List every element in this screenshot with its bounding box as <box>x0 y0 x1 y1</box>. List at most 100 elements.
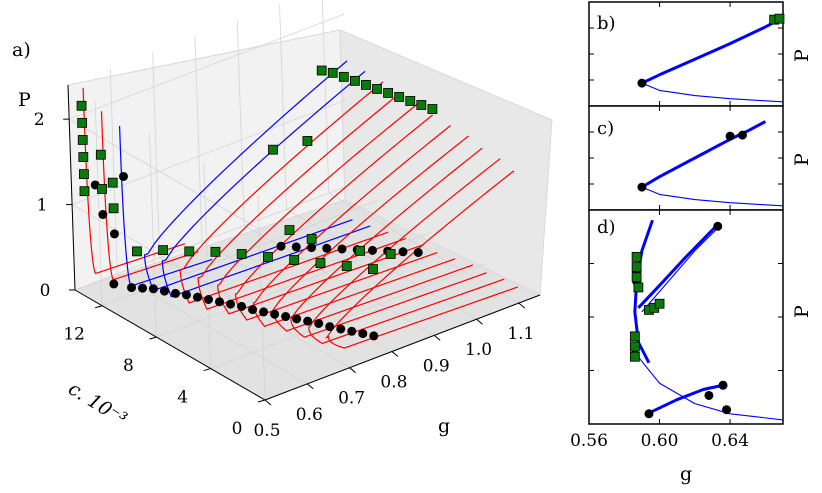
black-circle-marker <box>215 297 225 307</box>
panel-b-plot <box>588 2 785 106</box>
panel-b: b) P <box>588 1 813 107</box>
black-circle-marker <box>109 229 119 239</box>
black-circle-marker <box>292 314 302 324</box>
y-axis-label: c. 10⁻³ <box>64 378 130 431</box>
green-square-marker <box>427 104 438 114</box>
x-tick-label: 1.0 <box>465 340 492 360</box>
green-square-marker <box>268 144 278 155</box>
green-square-marker <box>774 13 785 24</box>
green-square-marker <box>108 203 119 214</box>
green-square-marker <box>95 149 106 160</box>
x-axis-line <box>264 294 541 401</box>
x-axis-label: g <box>438 415 450 437</box>
green-square-marker <box>394 92 405 102</box>
green-square-marker <box>210 246 221 257</box>
series-line <box>641 16 784 85</box>
series-line <box>641 120 767 189</box>
black-circle-marker <box>137 283 147 293</box>
y-axis-line <box>74 289 266 401</box>
black-circle-marker <box>336 324 346 334</box>
curve-c-9 <box>179 81 389 304</box>
green-square-marker <box>383 88 394 98</box>
black-circle-marker <box>237 301 247 311</box>
panel-b-label: b) <box>597 13 616 34</box>
x-tick <box>433 335 441 341</box>
black-circle-marker <box>718 380 728 390</box>
black-circle-marker <box>270 309 280 319</box>
green-square-marker <box>633 282 644 293</box>
black-circle-marker <box>248 305 258 315</box>
panel-d-plot: 0.56 0.60 0.64 <box>570 210 784 451</box>
black-circle-marker <box>322 243 332 253</box>
x-tick-label: 0.60 <box>641 431 679 451</box>
y-tick <box>257 399 266 403</box>
x-tick <box>349 367 356 374</box>
green-square-marker <box>338 71 349 82</box>
black-circle-marker <box>704 390 714 400</box>
black-circle-marker <box>369 331 379 341</box>
curve-c-14 <box>82 87 186 275</box>
green-square-marker <box>631 262 642 272</box>
x-tick-label: 0.64 <box>711 431 749 451</box>
green-square-marker <box>78 152 89 162</box>
series-line <box>634 352 784 421</box>
z-axis-label: P <box>18 89 31 111</box>
y-tick <box>95 305 103 309</box>
panel-c-frame <box>588 105 784 211</box>
green-square-marker <box>327 67 338 78</box>
x-tick-label: 0.56 <box>570 431 608 451</box>
black-circle-marker <box>307 243 317 253</box>
curve-c-13 <box>100 111 199 281</box>
series-line <box>646 383 724 416</box>
black-circle-marker <box>303 316 313 326</box>
green-square-marker <box>629 351 640 362</box>
black-circle-marker <box>347 326 357 336</box>
series-line <box>641 82 784 103</box>
black-circle-marker <box>226 299 236 309</box>
black-circle-marker <box>325 322 335 332</box>
x-tick-label: 0.8 <box>380 373 407 393</box>
green-square-marker <box>76 100 87 111</box>
green-square-marker <box>302 136 313 146</box>
green-square-marker <box>289 255 300 265</box>
black-circle-marker <box>181 290 191 300</box>
green-square-marker <box>631 251 642 262</box>
black-circle-marker <box>637 78 647 88</box>
x-tick <box>306 383 314 390</box>
green-square-marker <box>372 84 382 94</box>
y-tick-label: 4 <box>177 388 188 408</box>
panel-c-plot <box>588 106 784 210</box>
panel-c: c) P <box>588 105 813 211</box>
black-circle-marker <box>367 245 377 255</box>
black-circle-marker <box>259 307 269 317</box>
black-circle-marker <box>725 131 735 141</box>
panel-b-frame <box>588 1 784 107</box>
green-square-marker <box>236 249 247 259</box>
green-square-marker <box>341 261 352 271</box>
black-circle-marker <box>148 284 158 294</box>
curve-c-7 <box>217 102 424 315</box>
curve-c-8 <box>197 91 407 310</box>
green-square-marker <box>77 135 88 145</box>
curve-c-1 <box>325 170 519 349</box>
x-tick <box>264 399 272 406</box>
black-circle-marker <box>109 279 119 289</box>
black-circle-marker <box>276 241 286 251</box>
green-square-marker <box>184 246 195 257</box>
green-square-marker <box>316 65 327 76</box>
green-square-marker <box>355 245 365 256</box>
green-square-marker <box>385 249 396 259</box>
green-square-marker <box>77 117 88 128</box>
panel-c-ylabel: P <box>791 153 813 166</box>
x-tick <box>518 302 526 309</box>
black-circle-marker <box>413 247 423 257</box>
black-circle-marker <box>398 247 408 257</box>
green-square-marker <box>79 186 90 197</box>
black-circle-marker <box>637 182 647 192</box>
y-tick <box>203 368 211 372</box>
black-circle-marker <box>337 244 347 254</box>
z-tick-label: 0 <box>40 281 51 301</box>
